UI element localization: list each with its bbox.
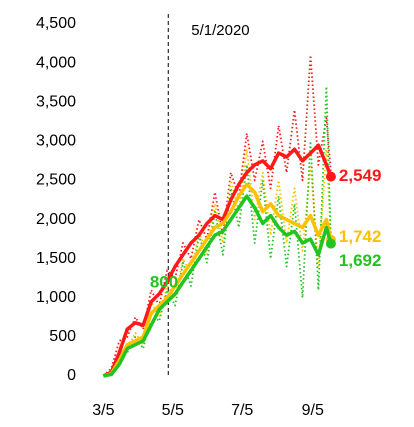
y-tick-label: 4,500 — [36, 15, 76, 32]
x-tick-label: 3/5 — [92, 402, 114, 419]
average-line — [103, 194, 333, 378]
y-tick-label: 1,500 — [36, 250, 76, 267]
end-dot — [325, 238, 336, 249]
end-label: 2,549 — [339, 166, 382, 185]
y-tick-label: 0 — [67, 367, 76, 384]
x-tick-label: 9/5 — [302, 402, 324, 419]
y-tick-label: 2,000 — [36, 211, 76, 228]
average-line — [102, 143, 333, 378]
x-tick-label: 7/5 — [231, 402, 253, 419]
y-tick-label: 3,000 — [36, 133, 76, 150]
y-tick-label: 4,000 — [36, 54, 76, 71]
end-dot — [325, 171, 336, 182]
x-tick-label: 5/5 — [162, 402, 184, 419]
y-tick-label: 1,000 — [36, 289, 76, 306]
daily-line — [102, 54, 332, 377]
reference-label: 5/1/2020 — [191, 22, 249, 39]
daily-line — [103, 85, 332, 377]
y-tick-label: 2,500 — [36, 172, 76, 189]
end-label: 1,742 — [339, 227, 382, 246]
annotation: 800 — [150, 272, 178, 291]
average-line — [102, 182, 333, 378]
y-tick-label: 500 — [49, 328, 76, 345]
y-tick-label: 3,500 — [36, 93, 76, 110]
end-label: 1,692 — [339, 251, 382, 270]
